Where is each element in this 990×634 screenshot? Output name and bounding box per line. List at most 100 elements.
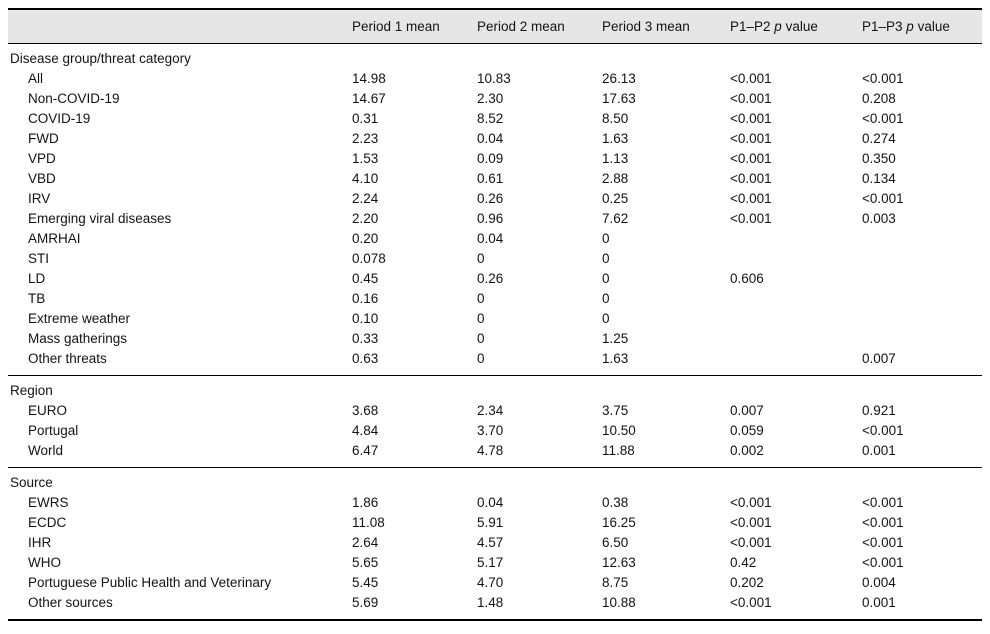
row-label: Portuguese Public Health and Veterinary: [28, 575, 272, 590]
cell-p2-mean: 3.70: [477, 423, 504, 438]
row-label: IHR: [28, 535, 52, 550]
cell-p1p2-pvalue: 0.202: [730, 575, 764, 590]
row-label: Portugal: [28, 423, 79, 438]
table-row: VBD 4.10 0.61 2.88 <0.001 0.134: [8, 169, 982, 189]
cell-p1-mean: 1.53: [352, 151, 379, 166]
cell-p2-mean: 5.17: [477, 555, 504, 570]
row-label: World: [28, 443, 64, 458]
cell-p1-mean: 2.64: [352, 535, 379, 550]
cell-p1p2-pvalue: [730, 249, 862, 269]
cell-p1p2-pvalue: <0.001: [730, 595, 772, 610]
col-header-p1p2-pvalue: P1–P2 p value: [730, 19, 862, 34]
cell-p2-mean: 0: [477, 251, 485, 266]
cell-p3-mean: 8.75: [602, 575, 629, 590]
row-label: LD: [28, 271, 46, 286]
cell-p1p2-pvalue: 0.007: [730, 403, 764, 418]
section-heading: Region: [10, 383, 53, 398]
cell-p1p3-pvalue: [862, 329, 982, 349]
cell-p2-mean: 8.52: [477, 111, 504, 126]
cell-p3-mean: 11.88: [602, 443, 635, 458]
cell-p1-mean: 0.16: [352, 291, 379, 306]
section-divider-rule: [8, 375, 982, 376]
cell-p1p2-pvalue: <0.001: [730, 495, 772, 510]
table-row: All 14.98 10.83 26.13 <0.001 <0.001: [8, 69, 982, 89]
cell-p1p3-pvalue: 0.001: [862, 443, 896, 458]
row-label: VBD: [28, 171, 56, 186]
cell-p3-mean: 17.63: [602, 91, 636, 106]
cell-p3-mean: 0: [602, 231, 610, 246]
cell-p1p3-pvalue: [862, 269, 982, 289]
cell-p2-mean: 0.04: [477, 231, 504, 246]
cell-p1p3-pvalue: [862, 229, 982, 249]
cell-p1p2-pvalue: [730, 309, 862, 329]
cell-p1p2-pvalue: <0.001: [730, 211, 772, 226]
table-row: ECDC 11.08 5.91 16.25 <0.001 <0.001: [8, 513, 982, 533]
cell-p1-mean: 4.84: [352, 423, 379, 438]
cell-p3-mean: 0: [602, 311, 610, 326]
col-header-text: Period 3 mean: [602, 19, 690, 34]
col-header-period3-mean: Period 3 mean: [602, 19, 730, 34]
table-row: EURO 3.68 2.34 3.75 0.007 0.921: [8, 401, 982, 421]
cell-p3-mean: 10.88: [602, 595, 636, 610]
row-label: All: [28, 71, 44, 86]
table-row: IRV 2.24 0.26 0.25 <0.001 <0.001: [8, 189, 982, 209]
cell-p2-mean: 4.57: [477, 535, 504, 550]
cell-p3-mean: 10.50: [602, 423, 636, 438]
row-label: Mass gatherings: [28, 331, 128, 346]
cell-p2-mean: 0.61: [477, 171, 504, 186]
cell-p1-mean: 0.33: [352, 331, 379, 346]
col-header-text: Period 1 mean: [352, 19, 440, 34]
table-row: VPD 1.53 0.09 1.13 <0.001 0.350: [8, 149, 982, 169]
cell-p2-mean: 0.04: [477, 131, 504, 146]
cell-p1-mean: 5.69: [352, 595, 379, 610]
table-row: Other threats 0.63 0 1.63 0.007: [8, 349, 982, 369]
cell-p1p2-pvalue: <0.001: [730, 91, 772, 106]
cell-p2-mean: 0.09: [477, 151, 504, 166]
table-row: Extreme weather 0.10 0 0: [8, 309, 982, 329]
row-label: ECDC: [28, 515, 67, 530]
cell-p1p3-pvalue: 0.001: [862, 595, 896, 610]
cell-p1p3-pvalue: [862, 249, 982, 269]
cell-p1p2-pvalue: <0.001: [730, 71, 772, 86]
cell-p1p2-pvalue: [730, 329, 862, 349]
table-row: LD 0.45 0.26 0 0.606: [8, 269, 982, 289]
row-label: Emerging viral diseases: [28, 211, 172, 226]
cell-p3-mean: 8.50: [602, 111, 629, 126]
cell-p1-mean: 11.08: [352, 515, 385, 530]
row-label: VPD: [28, 151, 56, 166]
table-section: Disease group/threat category All 14.98 10.…: [8, 44, 982, 375]
cell-p2-mean: 0.26: [477, 191, 504, 206]
col-header-text: Period 2 mean: [477, 19, 565, 34]
cell-p1p2-pvalue: [730, 349, 862, 369]
row-label: STI: [28, 251, 50, 266]
col-header-period2-mean: Period 2 mean: [477, 19, 602, 34]
cell-p3-mean: 1.25: [602, 331, 629, 346]
table-row: TB 0.16 0 0: [8, 289, 982, 309]
cell-p1p2-pvalue: <0.001: [730, 515, 772, 530]
table-bottom-rule: [8, 619, 982, 621]
cell-p1p3-pvalue: <0.001: [862, 423, 904, 438]
cell-p2-mean: 0: [477, 291, 485, 306]
table-header-rule: [8, 43, 982, 44]
cell-p1p2-pvalue: 0.606: [730, 271, 764, 286]
cell-p1-mean: 2.20: [352, 211, 379, 226]
table-row: STI 0.078 0 0: [8, 249, 982, 269]
cell-p1-mean: 3.68: [352, 403, 379, 418]
col-header-text: P1–P3: [862, 19, 907, 34]
cell-p1p3-pvalue: 0.007: [862, 351, 896, 366]
cell-p1p2-pvalue: <0.001: [730, 171, 772, 186]
section-heading: Source: [10, 475, 53, 490]
cell-p3-mean: 1.13: [602, 151, 629, 166]
table-row: Other sources 5.69 1.48 10.88 <0.001 0.001: [8, 593, 982, 613]
cell-p1-mean: 0.45: [352, 271, 379, 286]
cell-p3-mean: 3.75: [602, 403, 629, 418]
cell-p3-mean: 1.63: [602, 351, 629, 366]
cell-p2-mean: 4.78: [477, 443, 504, 458]
cell-p1p3-pvalue: <0.001: [862, 191, 904, 206]
cell-p1p2-pvalue: 0.002: [730, 443, 764, 458]
table-row: AMRHAI 0.20 0.04 0: [8, 229, 982, 249]
cell-p2-mean: 0.96: [477, 211, 504, 226]
col-header-italic: p: [774, 19, 782, 34]
cell-p3-mean: 26.13: [602, 71, 636, 86]
section-heading-row: Disease group/threat category: [8, 49, 982, 69]
